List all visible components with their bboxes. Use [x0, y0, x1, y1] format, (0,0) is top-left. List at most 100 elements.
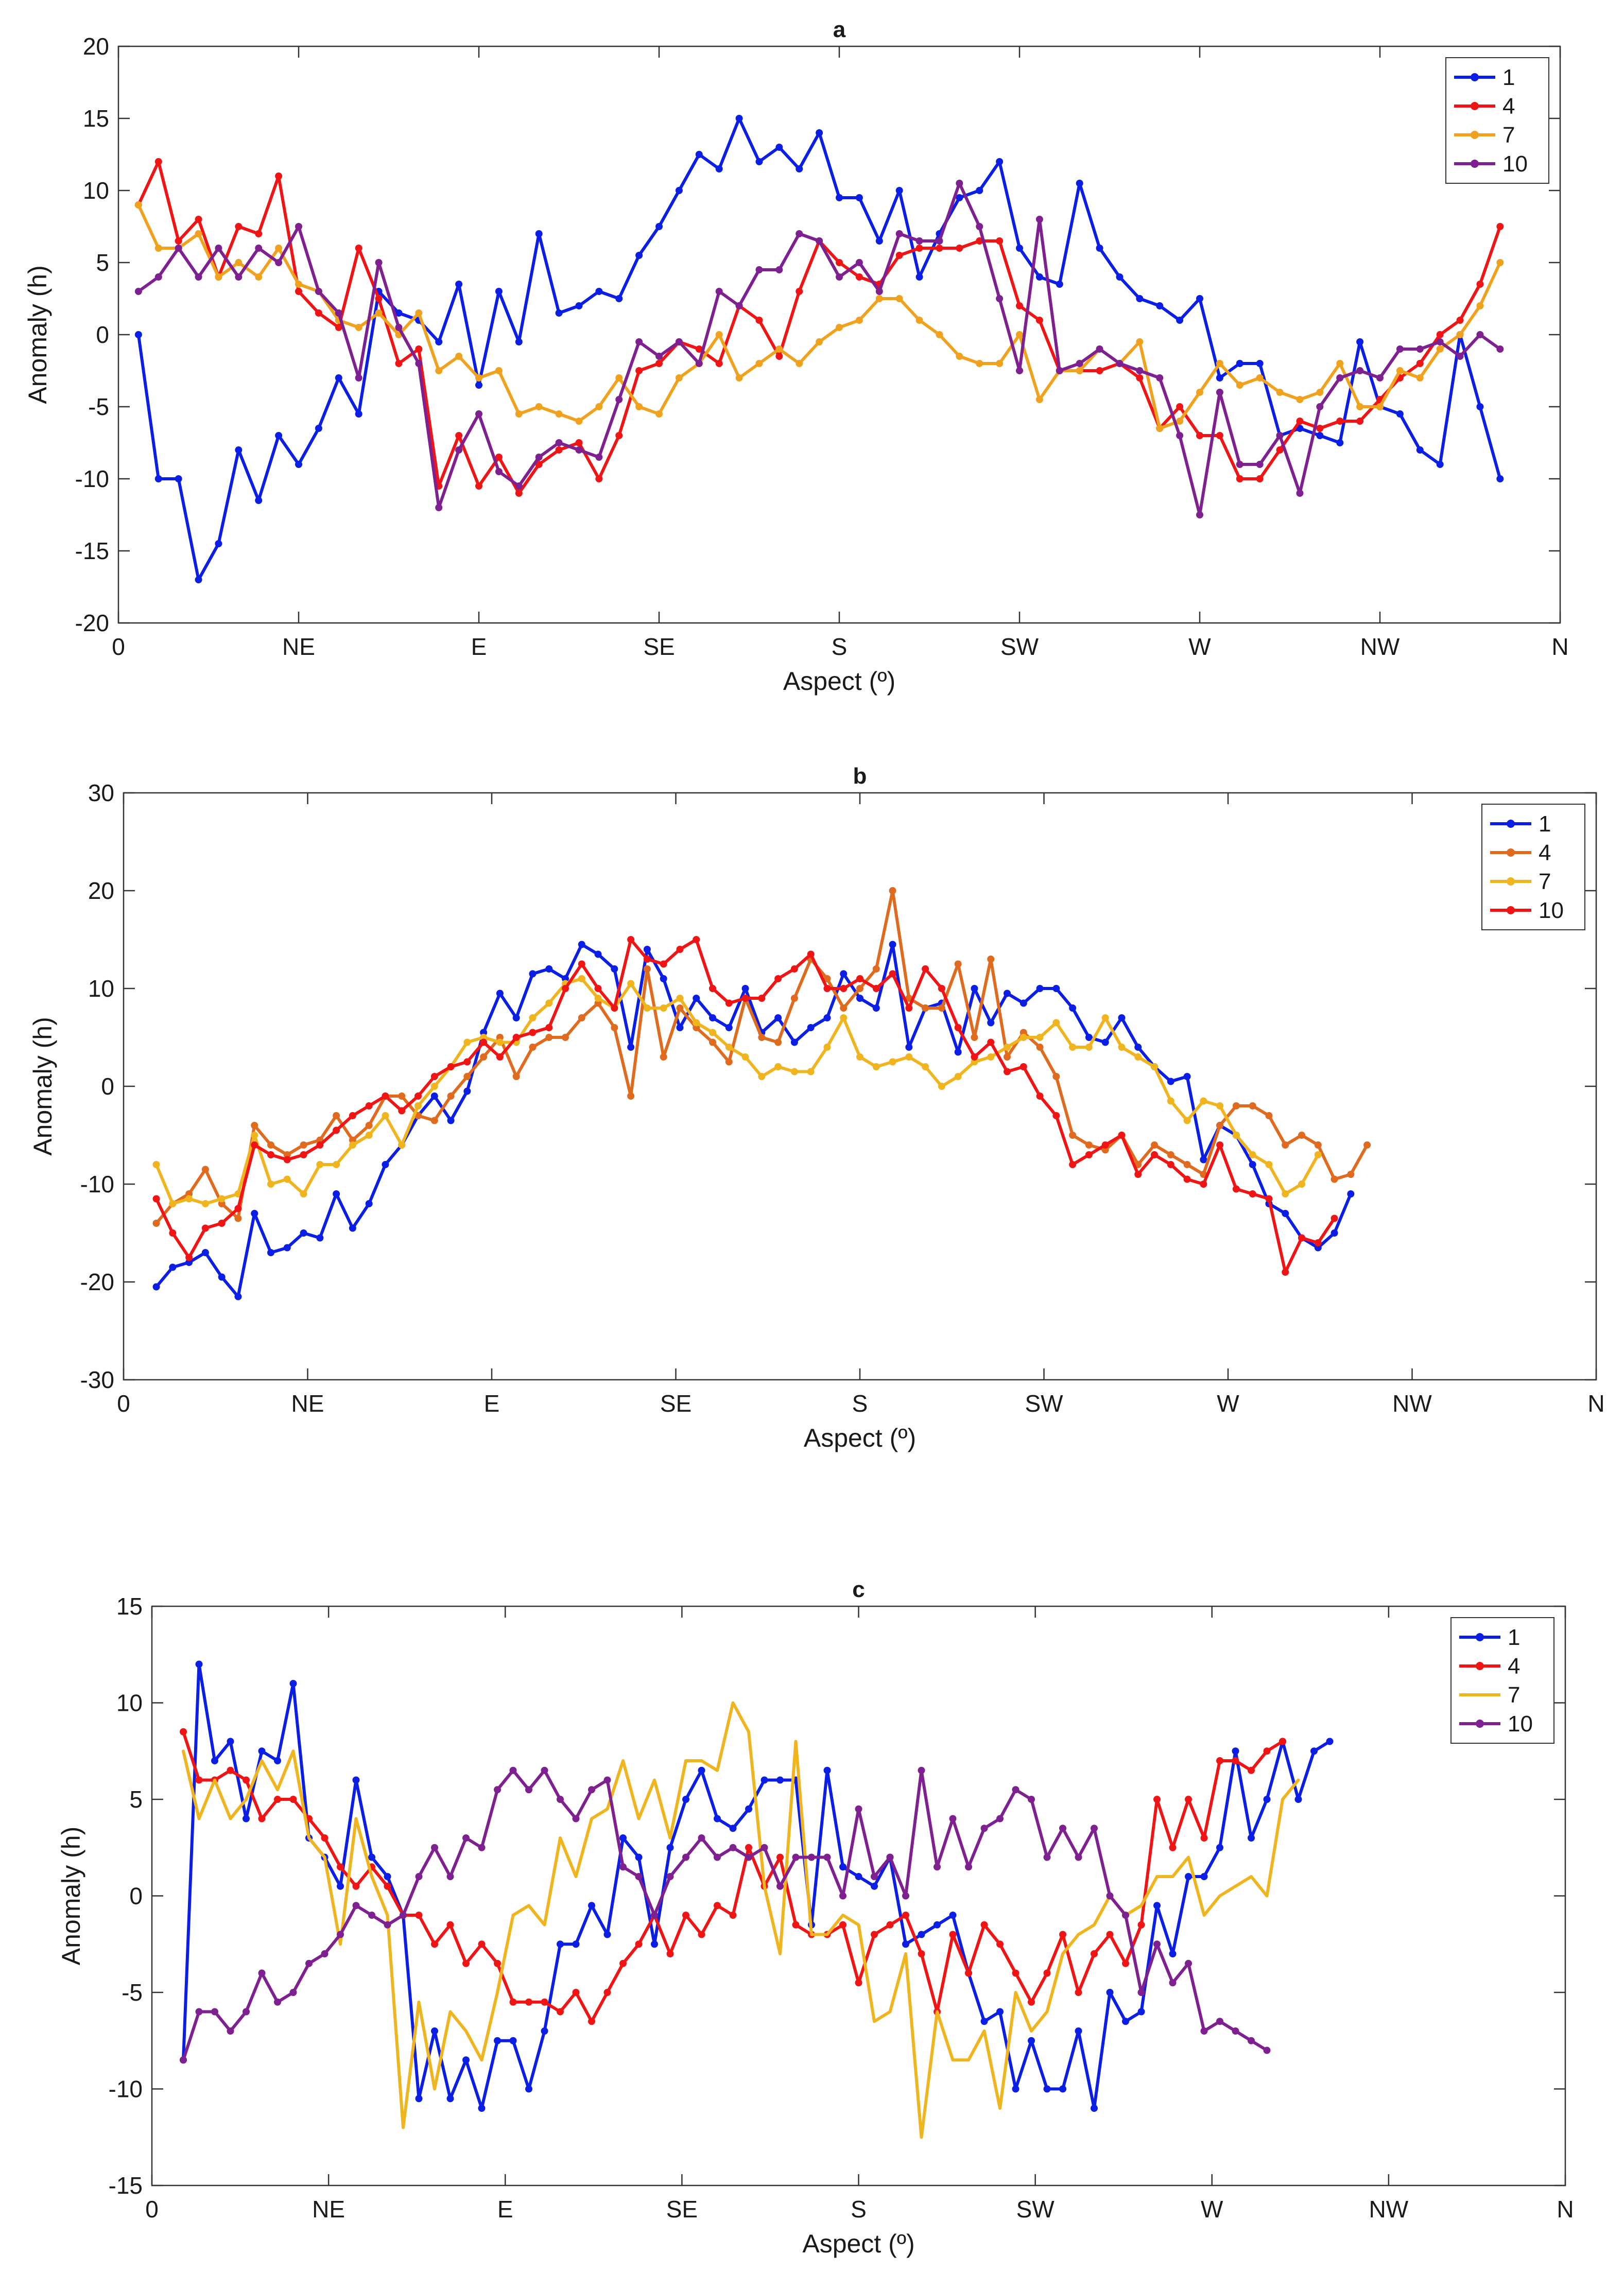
chart-b-series-1-point	[872, 1004, 880, 1012]
chart-c-series-10-point	[541, 1766, 548, 1774]
chart-c-series-4-point	[1279, 1738, 1286, 1745]
chart-a-series-1-point	[555, 309, 563, 317]
chart-c-series-4-point	[1232, 1757, 1239, 1764]
chart-b-ytick-label: 0	[101, 1073, 114, 1100]
chart-b-series-10-point	[1118, 1132, 1126, 1139]
chart-a-series-10-point	[1016, 367, 1023, 374]
chart-b-series-10-point	[922, 965, 929, 973]
chart-b-series-4-point	[333, 1112, 340, 1119]
chart-a-series-10-point	[495, 468, 503, 475]
chart-c-ytick-label: 10	[116, 1690, 143, 1716]
chart-a-series-10-point	[915, 237, 923, 245]
chart-b-series-7-point	[1265, 1161, 1273, 1168]
chart-a-series-4-point	[1416, 360, 1424, 367]
chart-b-series-1-point	[774, 1014, 782, 1021]
chart-a-ytick-label: 20	[83, 33, 109, 60]
chart-b-series-7-point	[905, 1053, 913, 1061]
chart-a-series-4-point	[535, 461, 543, 468]
chart-b-series-1-point	[1134, 1044, 1142, 1051]
chart-c-series-1-point	[509, 2037, 517, 2044]
chart-b-ytick-label: 30	[88, 779, 114, 806]
chart-a-series-10-point	[255, 245, 263, 252]
chart-c-series-1-point	[1200, 1873, 1208, 1880]
chart-c-series-10-point	[1169, 1979, 1177, 1987]
chart-b-series-4-point	[627, 1092, 635, 1100]
chart-c-ytick-label: -5	[122, 1979, 143, 2006]
chart-a-series-7-point	[595, 403, 603, 410]
chart-a-series-7-point	[134, 201, 142, 209]
chart-b-series-7-point	[496, 1038, 504, 1046]
chart-a-series-4-point	[395, 360, 403, 367]
chart-c-series-4-point	[603, 1989, 611, 1996]
chart-b-series-10-point	[267, 1151, 274, 1158]
chart-b-series-1-point	[234, 1293, 242, 1300]
chart-c-series-10-point	[603, 1776, 611, 1784]
chart-b-series-7-point	[1036, 1034, 1044, 1041]
chart-b-series-10-point	[480, 1038, 488, 1046]
chart-a-series-7-point	[475, 374, 482, 381]
chart-a-series-1-point	[595, 288, 603, 295]
chart-c-series-4-point	[1122, 1959, 1129, 1967]
chart-a-series-10-point	[1196, 511, 1203, 518]
chart-a-series-10-point	[695, 360, 703, 367]
chart-b-series-10-point	[234, 1205, 242, 1212]
chart-c-title: c	[852, 1577, 865, 1602]
chart-a-series-4-point	[1035, 317, 1043, 324]
chart-b-xtick-label: NW	[1392, 1390, 1432, 1417]
chart-c-series-10-point	[415, 1873, 423, 1880]
chart-b-series-4-point	[365, 1122, 373, 1129]
chart-c-series-4-point	[1028, 1998, 1035, 2006]
chart-c-series-10-point	[980, 1825, 988, 1832]
chart-a-series-10-point	[1236, 461, 1243, 468]
chart-c-series-1-point	[1028, 2037, 1035, 2044]
chart-b-series-1-point	[1167, 1078, 1174, 1085]
chart-b-series-10-point	[1151, 1151, 1158, 1158]
chart-c-series-1-point	[635, 1853, 643, 1861]
chart-a-legend: 1 4 7 10	[1445, 57, 1549, 184]
chart-b-series-10-point	[496, 1053, 504, 1061]
chart-a-series-4-point	[1496, 223, 1504, 230]
chart-c-series-4-point	[1263, 1747, 1271, 1755]
chart-b-series-10-point	[1069, 1161, 1077, 1168]
chart-b-series-7-point	[1282, 1190, 1289, 1198]
chart-c-series-10-point	[823, 1853, 831, 1861]
chart-b-series-7-point	[774, 1063, 782, 1070]
chart-a-series-1-point	[816, 129, 823, 136]
chart-b-series-4-point	[1183, 1161, 1191, 1168]
chart-c-series-4-point	[1248, 1766, 1255, 1774]
chart-b-series-7-point	[709, 1029, 716, 1036]
chart-a-series-1-point	[1476, 403, 1484, 410]
chart-a-series-10-point	[996, 295, 1004, 302]
chart-b-series-10-point	[152, 1195, 160, 1203]
chart-a-series-10-point	[1136, 367, 1144, 374]
chart-b-series-7-point	[1069, 1044, 1077, 1051]
chart-b-series-10-point	[823, 985, 831, 992]
chart-b-series-1-point	[496, 990, 504, 997]
chart-b-series-1-point	[447, 1117, 455, 1124]
chart-a-series-7-point	[275, 245, 283, 252]
chart-b-xtick-label: W	[1217, 1390, 1239, 1417]
chart-a-legend-marker-7	[1471, 131, 1479, 139]
chart-a-series-1-point	[796, 165, 803, 172]
chart-b-series-4-point	[512, 1073, 520, 1080]
chart-a-series-4-point	[775, 353, 783, 360]
chart-b-series-7-point	[660, 1004, 667, 1012]
chart-c-xtick-label: SE	[666, 2196, 698, 2223]
chart-c-series-1-point	[1091, 2105, 1098, 2112]
chart-c-series-1-point	[227, 1738, 234, 1745]
chart-b-series-1-point	[954, 1048, 962, 1056]
chart-a-ytick-label: -5	[88, 393, 109, 420]
chart-a-series-4-point	[996, 237, 1004, 245]
chart-c-series-4-point	[996, 1940, 1004, 1948]
chart-a-series-4-point	[275, 172, 283, 180]
chart-c-series-10-point	[462, 1834, 470, 1842]
chart-b-series-1-point	[611, 965, 618, 973]
chart-a-series-7-point	[195, 230, 202, 237]
chart-b-series-7-point	[463, 1038, 471, 1046]
chart-a-series-10-point	[415, 360, 423, 367]
chart-b-xlabel: Aspect (º)	[804, 1424, 916, 1452]
chart-b-series-10-point	[512, 1034, 520, 1041]
chart-c-series-4-point	[1091, 1950, 1098, 1957]
chart-b-series-4-point	[1216, 1122, 1224, 1129]
chart-c-series-4-point	[1137, 1921, 1145, 1929]
